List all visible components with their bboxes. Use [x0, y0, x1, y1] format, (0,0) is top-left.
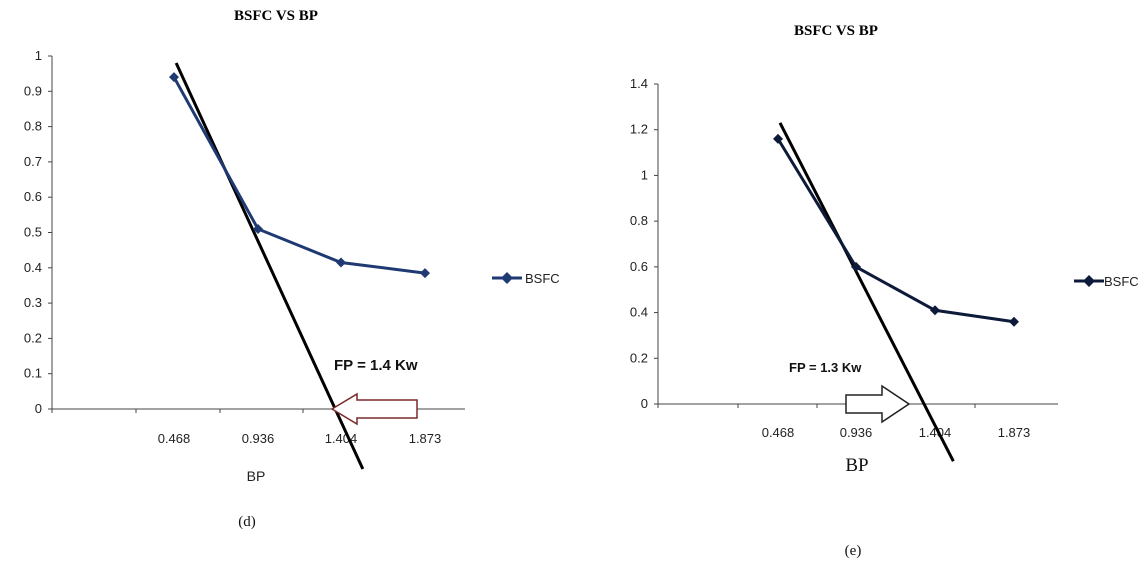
chart-d-y-ticks: 0 0.1 0.2 0.3 0.4 0.5 0.6 0.7 0.8 0.9 1: [24, 48, 52, 416]
data-point-marker: [420, 268, 430, 279]
x-tick-label: 1.873: [409, 431, 442, 446]
y-tick-label: 0.8: [630, 213, 648, 228]
x-tick-label: 1.404: [919, 425, 952, 440]
chart-e-x-label: BP: [845, 455, 868, 476]
chart-e-legend-marker: [1083, 275, 1095, 287]
chart-d-fp-annotation: FP = 1.4 Kw: [334, 357, 418, 374]
chart-e-series: [773, 133, 1019, 327]
series-line-bsfc: [776, 138, 1015, 324]
y-tick-label: 1: [641, 167, 648, 182]
x-tick-label: 0.936: [840, 425, 873, 440]
chart-e-fp-annotation: FP = 1.3 Kw: [789, 360, 862, 375]
y-tick-label: 0.2: [630, 350, 648, 365]
chart-e-fp-arrow: [845, 384, 911, 424]
chart-d-fp-arrow: [330, 392, 418, 426]
y-tick-label: 0.2: [24, 330, 42, 345]
y-tick-label: 0.4: [24, 260, 42, 275]
data-point-marker: [1009, 316, 1019, 327]
data-point-marker: [253, 223, 263, 234]
chart-d: BSFC VS BP 0 0.1 0.2 0.3 0.4 0.5 0.6 0.7 0.8 0.9 1…: [24, 8, 560, 530]
data-point-marker: [169, 72, 179, 83]
data-point-marker: [851, 261, 861, 272]
chart-e-trendline: [778, 122, 955, 462]
chart-d-series: [169, 72, 430, 279]
chart-d-title: BSFC VS BP: [234, 8, 318, 24]
y-tick-label: 0.6: [24, 189, 42, 204]
chart-e-caption: (e): [845, 543, 862, 559]
x-tick-label: 1.873: [998, 425, 1031, 440]
y-tick-label: 1.4: [630, 76, 648, 91]
y-tick-label: 0.7: [24, 154, 42, 169]
chart-e-title: BSFC VS BP: [794, 23, 878, 39]
x-tick-label: 0.468: [158, 431, 191, 446]
data-point-marker: [930, 305, 940, 316]
data-point-marker: [336, 257, 346, 268]
y-tick-label: 0: [641, 396, 648, 411]
x-tick-label: 0.468: [762, 425, 795, 440]
y-tick-label: 0.6: [630, 259, 648, 274]
y-tick-label: 0.4: [630, 305, 648, 320]
y-tick-label: 1: [35, 48, 42, 63]
chart-d-trendline: [174, 62, 365, 470]
y-tick-label: 1.2: [630, 122, 648, 137]
y-tick-label: 0: [35, 401, 42, 416]
y-tick-label: 0.5: [24, 225, 42, 240]
data-point-marker: [773, 133, 783, 144]
y-tick-label: 0.9: [24, 83, 42, 98]
chart-d-legend-marker: [501, 272, 513, 284]
chart-d-x-label: BP: [247, 468, 266, 484]
y-tick-label: 0.8: [24, 119, 42, 134]
chart-e-legend-label: BSFC: [1104, 274, 1139, 289]
chart-e-y-ticks: 0 0.2 0.4 0.6 0.8 1 1.2 1.4: [630, 76, 658, 411]
series-line-bsfc: [172, 76, 426, 275]
chart-e: BSFC VS BP 0 0.2 0.4 0.6 0.8 1 1.2 1.4 0.468 0.9…: [630, 23, 1139, 559]
y-tick-label: 0.1: [24, 366, 42, 381]
chart-e-x-ticks: 0.468 0.936 1.404 1.873: [657, 404, 1031, 440]
y-tick-label: 0.3: [24, 295, 42, 310]
chart-d-legend-label: BSFC: [525, 271, 560, 286]
chart-d-caption: (d): [238, 514, 256, 530]
x-tick-label: 0.936: [242, 431, 275, 446]
